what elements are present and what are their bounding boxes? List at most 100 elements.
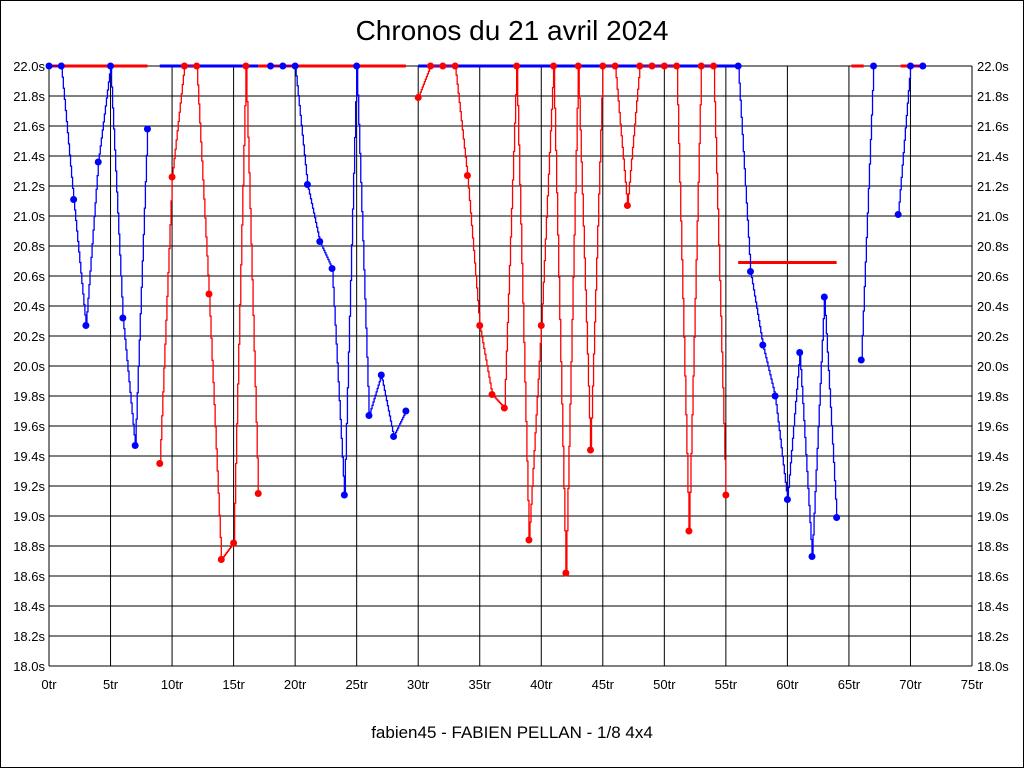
data-point — [722, 491, 730, 499]
x-tick-label: 75tr — [961, 677, 984, 692]
y-tick-label-right: 21.6s — [977, 119, 1009, 134]
y-tick-label-left: 18.2s — [13, 629, 45, 644]
series-line-run-6 — [861, 66, 875, 361]
data-point — [636, 62, 644, 70]
chart-title: Chronos du 21 avril 2024 — [355, 15, 669, 46]
y-tick-label-left: 21.8s — [13, 89, 45, 104]
y-tick-label-left: 21.4s — [13, 149, 45, 164]
series-line-run-2 — [159, 65, 259, 561]
series-line-run-3 — [270, 65, 407, 496]
y-tick-label-right: 21.4s — [977, 149, 1009, 164]
y-tick-label-right: 21.0s — [977, 209, 1009, 224]
y-tick-label-left: 21.2s — [13, 179, 45, 194]
y-tick-label-right: 21.2s — [977, 179, 1009, 194]
y-tick-label-right: 20.4s — [977, 299, 1009, 314]
data-point — [857, 356, 865, 364]
data-point — [820, 293, 828, 301]
data-point — [906, 62, 914, 70]
y-tick-label-right: 19.2s — [977, 479, 1009, 494]
y-tick-label-left: 19.8s — [13, 389, 45, 404]
series-line-run-4 — [418, 65, 727, 574]
data-point — [488, 391, 496, 398]
data-point — [230, 539, 238, 547]
data-point — [267, 62, 275, 70]
y-tick-label-left: 18.8s — [13, 539, 45, 554]
y-tick-label-left: 22.0s — [13, 59, 45, 74]
data-point — [107, 62, 115, 70]
data-point — [685, 527, 693, 535]
data-point — [279, 62, 287, 70]
y-tick-label-right: 20.2s — [977, 329, 1009, 344]
y-tick-label-left: 20.0s — [13, 359, 45, 374]
data-point — [131, 442, 139, 449]
x-tick-label: 10tr — [161, 677, 184, 692]
data-point — [673, 62, 681, 70]
x-tick-label: 70tr — [899, 677, 922, 692]
y-tick-label-left: 19.4s — [13, 449, 45, 464]
data-point — [894, 211, 902, 218]
data-point — [390, 433, 398, 440]
data-point — [427, 62, 435, 70]
x-tick-label: 0tr — [41, 677, 57, 692]
data-point — [439, 62, 447, 70]
data-point — [870, 62, 878, 70]
data-point — [648, 62, 656, 70]
data-point — [525, 536, 533, 544]
y-tick-label-right: 18.0s — [977, 659, 1009, 674]
data-point — [328, 265, 336, 272]
data-point — [205, 290, 213, 298]
y-tick-label-left: 20.2s — [13, 329, 45, 344]
data-point — [303, 181, 311, 188]
data-point — [586, 446, 594, 454]
y-tick-label-right: 20.6s — [977, 269, 1009, 284]
y-tick-label-right: 18.8s — [977, 539, 1009, 554]
data-point — [623, 202, 631, 209]
data-point — [513, 62, 521, 70]
y-tick-label-right: 22.0s — [977, 59, 1009, 74]
data-point — [365, 412, 373, 419]
x-tick-label: 55tr — [715, 677, 738, 692]
y-tick-label-left: 20.8s — [13, 239, 45, 254]
data-point — [254, 490, 262, 497]
x-tick-label: 40tr — [530, 677, 553, 692]
data-point — [537, 322, 545, 329]
data-point — [463, 172, 471, 179]
y-tick-label-right: 19.6s — [977, 419, 1009, 434]
x-tick-label: 60tr — [776, 677, 799, 692]
y-tick-label-right: 19.0s — [977, 509, 1009, 524]
data-point — [156, 460, 164, 467]
data-point — [697, 62, 705, 70]
x-tick-label: 45tr — [592, 677, 615, 692]
y-tick-label-right: 18.6s — [977, 569, 1009, 584]
data-point — [316, 238, 324, 245]
data-point — [611, 62, 619, 70]
data-point — [414, 94, 422, 101]
data-point — [550, 62, 558, 70]
data-point — [70, 196, 78, 203]
y-tick-label-right: 19.4s — [977, 449, 1009, 464]
y-tick-label-right: 18.4s — [977, 599, 1009, 614]
data-point — [193, 62, 201, 70]
data-point — [143, 125, 151, 133]
data-point — [919, 62, 927, 70]
data-point — [746, 268, 754, 275]
x-tick-label: 65tr — [838, 677, 861, 692]
data-point — [451, 62, 459, 70]
y-tick-label-right: 20.8s — [977, 239, 1009, 254]
data-point — [291, 62, 299, 70]
data-point — [57, 62, 65, 70]
data-point — [734, 62, 742, 70]
data-point — [168, 173, 176, 181]
data-point — [660, 62, 668, 70]
y-tick-label-left: 20.4s — [13, 299, 45, 314]
data-point — [710, 62, 718, 70]
data-point — [242, 62, 250, 70]
series-line-run-1 — [49, 65, 149, 447]
x-tick-label: 35tr — [469, 677, 492, 692]
chart-footer: fabien45 - FABIEN PELLAN - 1/8 4x4 — [371, 723, 653, 742]
y-tick-label-left: 18.4s — [13, 599, 45, 614]
data-point — [771, 392, 779, 400]
data-point — [562, 569, 570, 577]
